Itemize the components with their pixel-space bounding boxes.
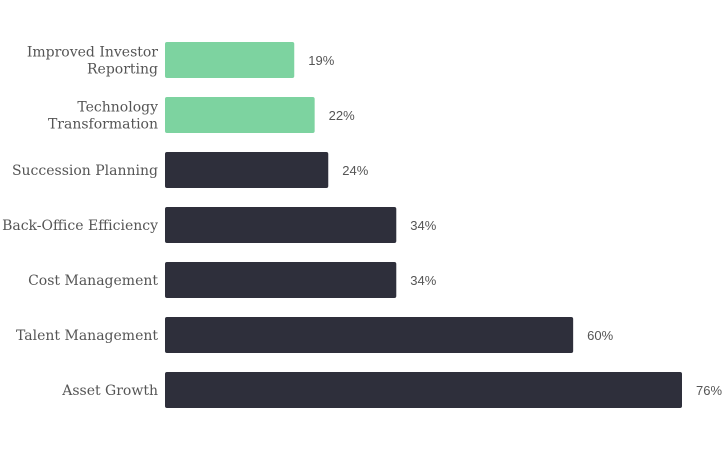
category-label-7: Asset Growth xyxy=(61,383,158,399)
bar-3 xyxy=(165,152,329,188)
category-label-1: Improved Investor Reporting xyxy=(27,45,158,78)
category-label-3: Succession Planning xyxy=(12,163,158,179)
value-label-2: 22% xyxy=(329,108,355,123)
category-label-5: Cost Management xyxy=(28,273,158,289)
value-label-3: 24% xyxy=(342,163,368,178)
category-label-4: Back-Office Efficiency xyxy=(2,218,158,234)
bar-6 xyxy=(165,317,574,353)
category-label-2: Technology Transformation xyxy=(48,100,158,133)
value-label-1: 19% xyxy=(308,53,334,68)
bar-2 xyxy=(165,97,315,133)
value-label-6: 60% xyxy=(587,328,613,343)
bar-1 xyxy=(165,42,295,78)
value-label-5: 34% xyxy=(410,273,436,288)
bar-5 xyxy=(165,262,397,298)
category-label-6: Talent Management xyxy=(16,328,158,344)
value-label-7: 76% xyxy=(696,383,722,398)
bar-7 xyxy=(165,372,682,408)
value-label-4: 34% xyxy=(410,218,436,233)
bars-layer: Improved Investor Reporting 19% Technology T… xyxy=(2,42,722,408)
bar-4 xyxy=(165,207,397,243)
